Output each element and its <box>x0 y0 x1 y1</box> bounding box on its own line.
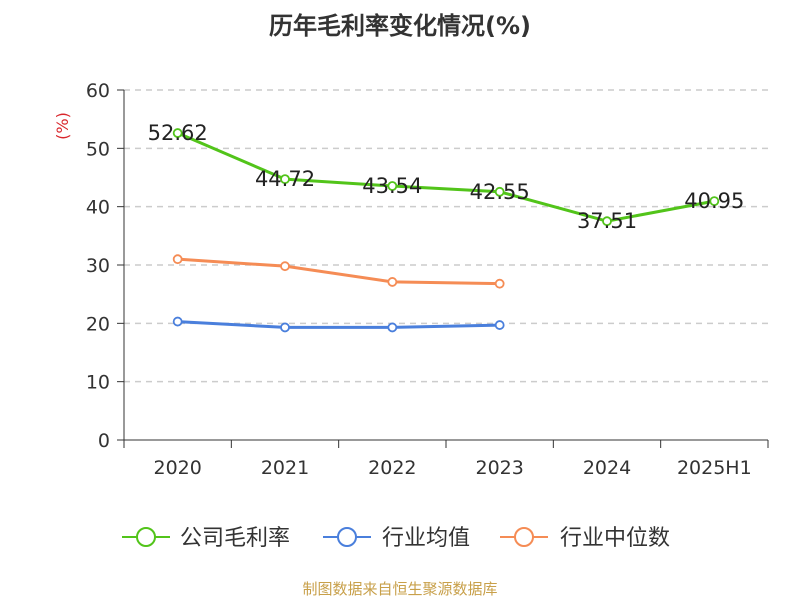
data-point <box>602 216 612 227</box>
data-point <box>280 174 290 185</box>
y-tick-label: 10 <box>86 372 110 394</box>
y-tick-label: 20 <box>86 313 110 335</box>
x-tick-label: 2022 <box>368 457 416 479</box>
data-point <box>387 277 398 287</box>
data-point <box>387 322 398 333</box>
y-tick-label: 40 <box>86 197 110 219</box>
y-tick-label: 0 <box>98 430 110 452</box>
legend: 公司毛利率 行业均值 行业中位数 <box>122 526 670 551</box>
data-point <box>494 278 505 289</box>
series-lines <box>172 128 720 333</box>
grid-lines <box>124 89 768 383</box>
legend-marker <box>514 527 534 547</box>
y-axis-label: (%) <box>53 112 72 140</box>
legend-label: 行业中位数 <box>560 526 670 551</box>
x-tick-label: 2025H1 <box>677 457 752 479</box>
series-line <box>176 320 502 329</box>
data-point <box>172 316 183 327</box>
series-line <box>176 131 716 223</box>
y-tick-label: 50 <box>86 138 110 160</box>
legend-label: 行业均值 <box>382 526 470 551</box>
data-label: 37.51 <box>577 209 637 233</box>
chart-title: 历年毛利率变化情况(%) <box>269 12 531 40</box>
axes: 0 10 20 30 40 50 60 2020 2021 2022 2023 2024 2025H1 <box>86 80 769 479</box>
legend-marker <box>136 527 156 547</box>
data-point <box>494 320 505 330</box>
data-label: 43.54 <box>362 174 422 198</box>
data-labels: 52.62 44.72 43.54 42.55 37.51 40.95 <box>148 121 745 233</box>
y-tick-label: 30 <box>86 255 110 277</box>
data-point <box>172 254 183 265</box>
y-tick-label: 60 <box>86 80 110 102</box>
data-label: 52.62 <box>148 121 208 145</box>
data-label: 44.72 <box>255 167 315 191</box>
data-point <box>709 196 720 207</box>
data-point <box>280 322 290 333</box>
x-tick-label: 2020 <box>153 457 201 479</box>
legend-marker <box>337 527 357 547</box>
data-point <box>387 181 398 191</box>
data-label: 42.55 <box>470 180 530 204</box>
x-tick-label: 2021 <box>261 457 309 479</box>
source-note: 制图数据来自恒生聚源数据库 <box>302 580 498 598</box>
data-point <box>494 186 505 197</box>
data-label: 40.95 <box>684 189 744 213</box>
legend-label: 公司毛利率 <box>180 526 290 551</box>
data-point <box>172 128 183 138</box>
series-line <box>176 257 502 286</box>
x-tick-label: 2024 <box>583 457 631 479</box>
x-tick-label: 2023 <box>475 457 523 479</box>
data-point <box>280 261 290 272</box>
